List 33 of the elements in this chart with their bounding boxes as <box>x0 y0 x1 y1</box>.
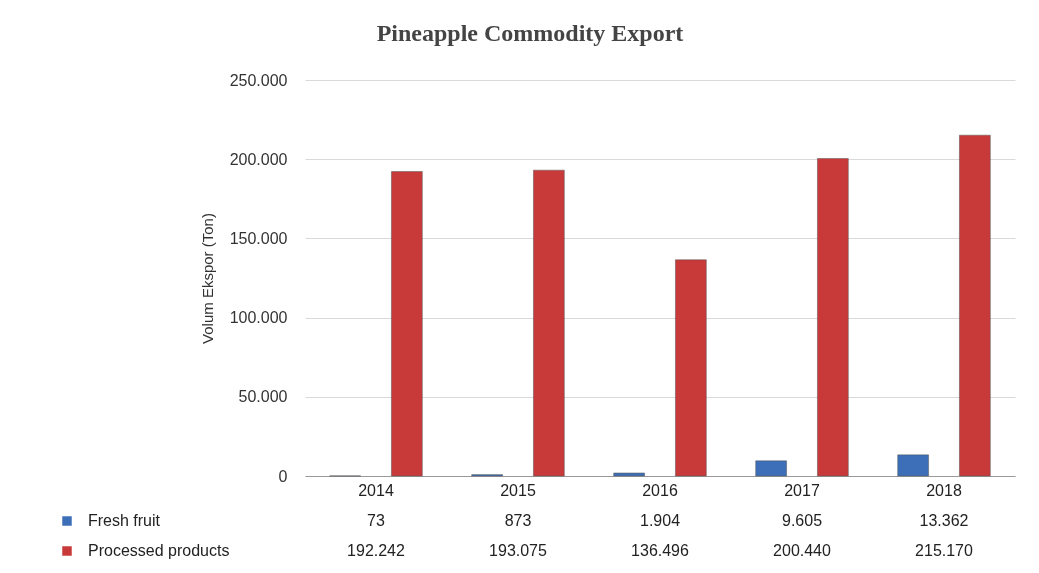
x-tick-label: 2017 <box>784 481 820 499</box>
bar <box>959 134 991 477</box>
data-label: 13.362 <box>919 512 969 529</box>
legend-label: Processed products <box>88 542 230 559</box>
data-label: 873 <box>504 512 532 529</box>
data-label: 1.904 <box>639 512 681 529</box>
bar <box>613 472 645 477</box>
x-tick-label: 2014 <box>358 481 394 499</box>
y-tick-label: 0 <box>278 467 288 485</box>
x-tick-label: 2015 <box>500 481 536 499</box>
data-label: 193.075 <box>489 542 548 559</box>
data-label: 136.496 <box>631 542 690 559</box>
legend-label: Fresh fruit <box>88 512 161 529</box>
data-label: 192.242 <box>347 542 406 559</box>
y-tick-label: 150.000 <box>229 229 288 247</box>
bar <box>391 171 423 477</box>
y-tick-label: 250.000 <box>229 71 288 89</box>
y-tick-label: 200.000 <box>229 150 288 168</box>
y-tick-label: 100.000 <box>229 309 288 327</box>
x-tick-label: 2016 <box>642 481 678 499</box>
bar <box>817 158 849 477</box>
data-label: 73 <box>367 512 385 529</box>
x-tick-label: 2018 <box>926 481 962 499</box>
bar <box>533 169 565 477</box>
bar <box>675 259 707 477</box>
bar <box>755 460 787 477</box>
y-tick-label: 50.000 <box>238 388 288 406</box>
data-label: 215.170 <box>915 542 974 559</box>
y-axis-title: Volum Ekspor (Ton) <box>198 213 216 344</box>
data-label: 200.440 <box>773 542 832 559</box>
chart-title: Pineapple Commodity Export <box>376 20 684 46</box>
data-label: 9.605 <box>781 512 823 529</box>
bar <box>897 454 929 477</box>
